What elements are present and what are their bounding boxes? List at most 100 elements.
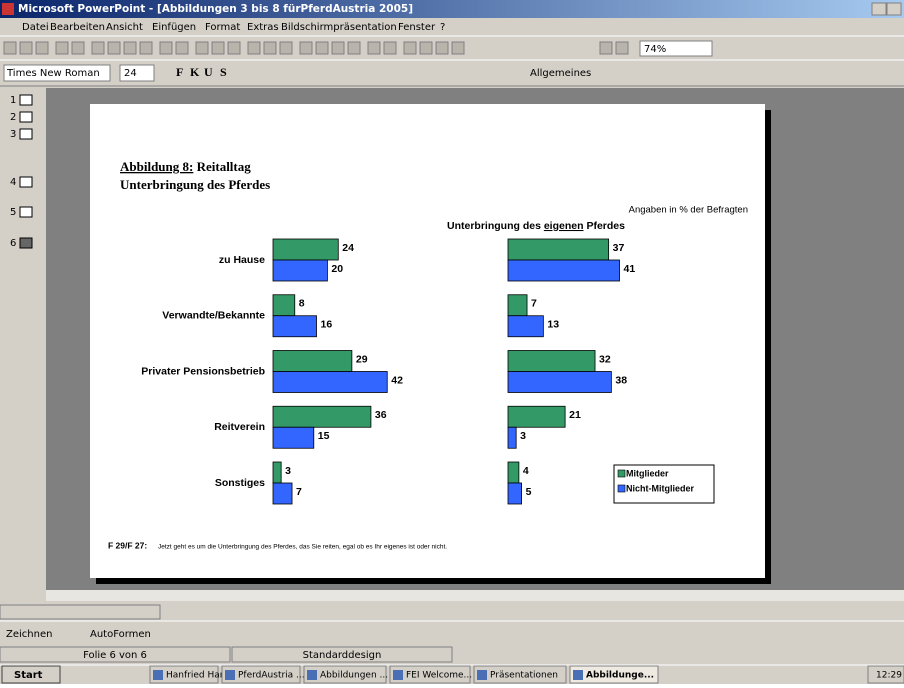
slide-number: 6 — [10, 238, 16, 249]
category-label: Verwandte/Bekannte — [162, 310, 265, 322]
task-button[interactable] — [569, 665, 659, 684]
menu-item[interactable]: Einfügen — [152, 22, 196, 33]
task-button[interactable] — [221, 665, 301, 684]
style-button[interactable]: K — [190, 65, 200, 79]
slide-number: 4 — [10, 177, 16, 188]
slide-thumb[interactable] — [19, 237, 33, 249]
category-label: zu Hause — [219, 254, 265, 266]
design-name: Standarddesign — [303, 650, 382, 661]
font-box[interactable] — [3, 64, 111, 82]
toolbar-icon[interactable] — [91, 41, 105, 55]
value-label: 15 — [318, 430, 330, 442]
panel-title: Unterbringung des eigenen Pferdes — [447, 220, 625, 232]
bar — [272, 238, 339, 261]
slide-count: Folie 6 von 6 — [83, 650, 147, 661]
bar — [272, 482, 293, 505]
app-icon — [2, 3, 14, 15]
toolbar-icon[interactable] — [451, 41, 465, 55]
toolbar-icon[interactable] — [159, 41, 173, 55]
style-button[interactable]: U — [204, 65, 213, 79]
bar — [507, 294, 528, 317]
toolbar-icon[interactable] — [331, 41, 345, 55]
menu-item[interactable]: ? — [440, 22, 445, 33]
legend-swatch — [617, 469, 626, 478]
slide-thumb[interactable] — [19, 176, 33, 188]
menu-item[interactable]: Ansicht — [106, 22, 143, 33]
toolbar-icon[interactable] — [107, 41, 121, 55]
panel-title-part: eigenen — [544, 220, 584, 232]
restore-button[interactable] — [886, 2, 902, 16]
format-button[interactable]: Allgemeines — [530, 68, 591, 79]
toolbar-icon[interactable] — [419, 41, 433, 55]
slide-thumb[interactable] — [19, 111, 33, 123]
toolbar-icon[interactable] — [315, 41, 329, 55]
toolbar-icon[interactable] — [175, 41, 189, 55]
value-label: 5 — [526, 486, 532, 498]
toolbar-icon[interactable] — [403, 41, 417, 55]
autoshapes-menu[interactable]: AutoFormen — [90, 629, 151, 640]
toolbar-icon[interactable] — [367, 41, 381, 55]
toolbar-icon[interactable] — [211, 41, 225, 55]
menu-item[interactable]: Extras — [247, 22, 279, 33]
menu-item[interactable]: Bildschirmpräsentation — [281, 22, 397, 33]
toolbar-icon[interactable] — [71, 41, 85, 55]
toolbar-icon[interactable] — [299, 41, 313, 55]
menu-item[interactable]: Fenster — [398, 22, 436, 33]
draw-menu[interactable]: Zeichnen — [6, 629, 52, 640]
toolbar-icon[interactable] — [227, 41, 241, 55]
style-button[interactable]: S — [220, 65, 227, 79]
legend — [613, 464, 715, 504]
minimize-button[interactable] — [871, 2, 887, 16]
zoom-value: 74% — [644, 44, 666, 55]
slide-thumb[interactable] — [19, 94, 33, 106]
value-label: 16 — [321, 319, 333, 331]
task-icon — [225, 670, 235, 680]
toolbar-icon[interactable] — [123, 41, 137, 55]
toolbar-icon[interactable] — [3, 41, 17, 55]
bar — [272, 405, 372, 428]
start-button[interactable] — [1, 665, 61, 684]
horizontal-scrollbar[interactable] — [46, 590, 904, 601]
slide-subheading: Unterbringung des Pferdes — [120, 177, 270, 192]
bar — [272, 294, 296, 317]
bar — [272, 259, 328, 282]
task-button[interactable] — [303, 665, 387, 684]
toolbar-icon[interactable] — [383, 41, 397, 55]
menu-item[interactable]: Datei — [22, 22, 49, 33]
task-button[interactable] — [473, 665, 567, 684]
toolbar-icon[interactable] — [279, 41, 293, 55]
toolbar-icon[interactable] — [599, 41, 613, 55]
task-icon — [153, 670, 163, 680]
style-button[interactable]: F — [176, 65, 183, 79]
toolbar-icon[interactable] — [195, 41, 209, 55]
toolbar-icon[interactable] — [347, 41, 361, 55]
value-label: 21 — [569, 409, 581, 421]
task-button[interactable] — [389, 665, 471, 684]
status-field — [0, 646, 231, 663]
toolbar-icon[interactable] — [55, 41, 69, 55]
slide-thumb[interactable] — [19, 128, 33, 140]
slide-thumb[interactable] — [19, 206, 33, 218]
panel-title-part: Unterbringung des — [447, 220, 544, 232]
toolbar-icon[interactable] — [615, 41, 629, 55]
toolbar-icon[interactable] — [35, 41, 49, 55]
bar — [272, 371, 388, 393]
menu-item[interactable]: Bearbeiten — [50, 22, 105, 33]
zoom-box[interactable] — [639, 40, 713, 57]
toolbar-icon[interactable] — [435, 41, 449, 55]
view-buttons[interactable] — [0, 604, 161, 620]
task-button[interactable] — [149, 665, 219, 684]
value-label: 13 — [547, 319, 559, 331]
value-label: 37 — [613, 242, 625, 254]
heading-label: Abbildung 8: — [120, 159, 193, 174]
slide — [90, 104, 765, 578]
menu-item[interactable]: Format — [205, 22, 240, 33]
toolbar-icon[interactable] — [263, 41, 277, 55]
value-label: 8 — [299, 298, 305, 310]
task-label: Abbildungen ... — [320, 671, 388, 681]
toolbar-icon[interactable] — [247, 41, 261, 55]
size-box[interactable] — [119, 64, 155, 82]
toolbar-icon[interactable] — [19, 41, 33, 55]
toolbar-icon[interactable] — [139, 41, 153, 55]
